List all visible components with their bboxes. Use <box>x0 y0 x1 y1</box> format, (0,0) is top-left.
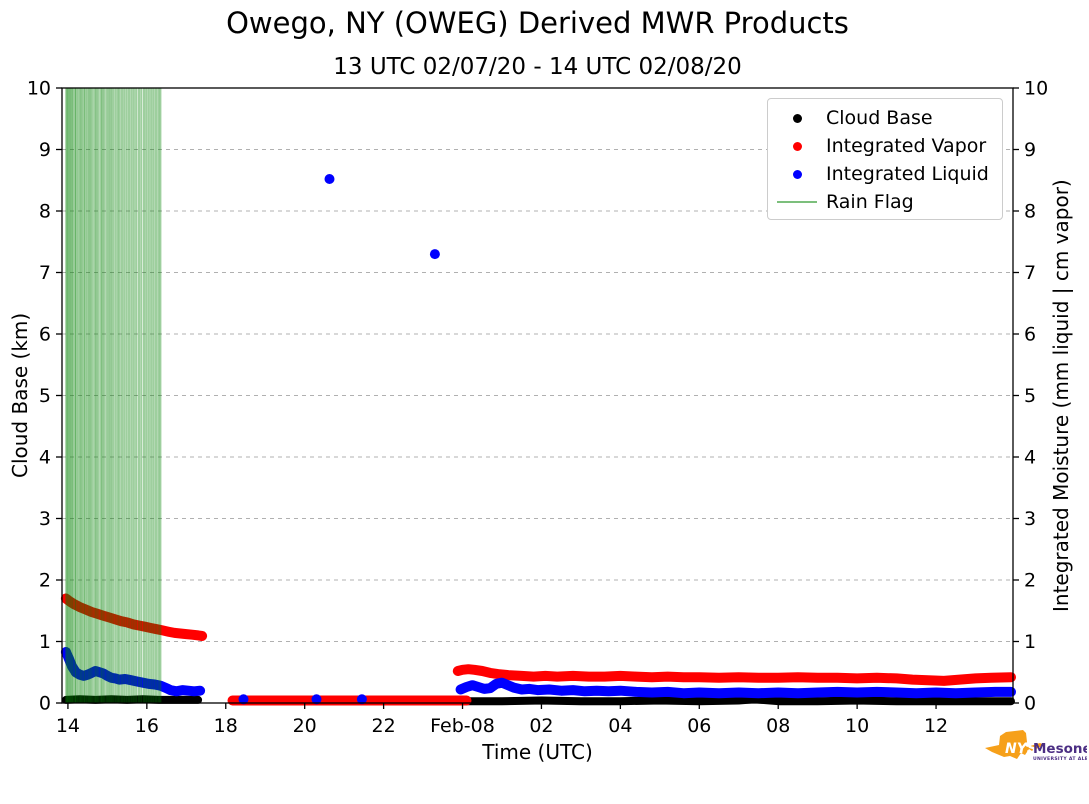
x-tick-label: 08 <box>766 715 790 737</box>
integrated-liquid-dot-marker <box>792 169 802 179</box>
x-tick-label: 06 <box>687 715 711 737</box>
legend-marker-box <box>768 141 826 151</box>
y-tick-label-left: 10 <box>27 78 51 100</box>
series-integrated-vapor <box>60 593 1016 706</box>
data-line <box>60 593 208 641</box>
x-tick-label: 20 <box>293 715 317 737</box>
y-tick-label-right: 7 <box>1024 262 1036 284</box>
legend-label: Rain Flag <box>826 190 914 213</box>
y-tick-label-right: 2 <box>1024 570 1036 592</box>
series-rain-flag <box>65 88 162 703</box>
x-tick-label: 16 <box>135 715 159 737</box>
nys-mesonet-logo: NYS Mesonet UNIVERSITY AT ALBANY <box>983 726 1089 772</box>
y-tick-label-left: 0 <box>39 693 51 715</box>
series-integrated-liquid <box>60 174 1016 705</box>
data-line <box>452 664 1016 686</box>
y-tick-label-left: 7 <box>39 262 51 284</box>
y-tick-label-right: 10 <box>1024 78 1048 100</box>
logo-tagline: UNIVERSITY AT ALBANY <box>1033 756 1087 762</box>
legend-item-integrated-liquid: Integrated Liquid <box>768 160 1002 188</box>
data-line <box>455 677 1016 699</box>
data-point <box>311 694 322 705</box>
y-axis-label-left: Cloud Base (km) <box>8 312 32 479</box>
y-tick-label-left: 9 <box>39 139 51 161</box>
integrated-vapor-dot-marker <box>792 141 802 151</box>
logo-name: Mesonet <box>1033 741 1087 757</box>
x-tick-label: 14 <box>56 715 80 737</box>
legend-label: Integrated Liquid <box>826 162 989 185</box>
data-point <box>356 694 367 705</box>
y-tick-label-left: 4 <box>39 447 51 469</box>
data-line <box>61 695 203 704</box>
y-tick-label-left: 5 <box>39 385 51 407</box>
legend-label: Cloud Base <box>826 106 933 129</box>
x-tick-label: Feb-08 <box>430 715 495 737</box>
data-point <box>429 249 440 260</box>
nys-mesonet-logo-graphic: NYS Mesonet UNIVERSITY AT ALBANY <box>985 730 1089 762</box>
cloud-base-dot-marker <box>792 113 802 123</box>
logo-abbr: NYS <box>1005 741 1037 757</box>
y-tick-label-right: 0 <box>1024 693 1036 715</box>
y-tick-label-right: 9 <box>1024 139 1036 161</box>
y-axis-label-right: Integrated Moisture (mm liquid | cm vapo… <box>1049 179 1073 612</box>
x-tick-label: 04 <box>608 715 632 737</box>
y-tick-label-left: 3 <box>39 508 51 530</box>
legend: Cloud Base Integrated Vapor Integrated L… <box>767 98 1003 220</box>
rain-flag-line-marker <box>777 201 817 203</box>
y-tick-label-right: 4 <box>1024 447 1036 469</box>
y-tick-label-right: 1 <box>1024 631 1036 653</box>
legend-item-rain-flag: Rain Flag <box>768 188 1002 216</box>
data-point <box>238 694 249 705</box>
y-tick-label-left: 6 <box>39 324 51 346</box>
x-tick-label: 10 <box>845 715 869 737</box>
chart-subtitle: 13 UTC 02/07/20 - 14 UTC 02/08/20 <box>333 54 742 80</box>
y-tick-label-left: 8 <box>39 201 51 223</box>
x-tick-label: 18 <box>214 715 238 737</box>
legend-marker-box <box>768 169 826 179</box>
x-tick-label: 02 <box>529 715 553 737</box>
chart-title: Owego, NY (OWEG) Derived MWR Products <box>226 6 849 40</box>
x-tick-label: 12 <box>924 715 948 737</box>
legend-item-integrated-vapor: Integrated Vapor <box>768 132 1002 160</box>
ny-state-shape-icon <box>985 730 1044 759</box>
x-axis-label: Time (UTC) <box>482 740 593 764</box>
series-cloud-base <box>61 695 1015 706</box>
data-line <box>458 695 1015 706</box>
data-point <box>324 174 335 184</box>
legend-marker-box <box>768 201 826 203</box>
grid <box>62 148 1013 643</box>
x-tick-label: 22 <box>372 715 396 737</box>
legend-label: Integrated Vapor <box>826 134 987 157</box>
y-tick-label-right: 8 <box>1024 201 1036 223</box>
legend-item-cloud-base: Cloud Base <box>768 104 1002 132</box>
data-line <box>60 647 206 697</box>
y-tick-label-right: 6 <box>1024 324 1036 346</box>
y-tick-label-left: 1 <box>39 631 51 653</box>
y-tick-label-left: 2 <box>39 570 51 592</box>
y-tick-label-right: 5 <box>1024 385 1036 407</box>
y-tick-label-right: 3 <box>1024 508 1036 530</box>
legend-marker-box <box>768 113 826 123</box>
